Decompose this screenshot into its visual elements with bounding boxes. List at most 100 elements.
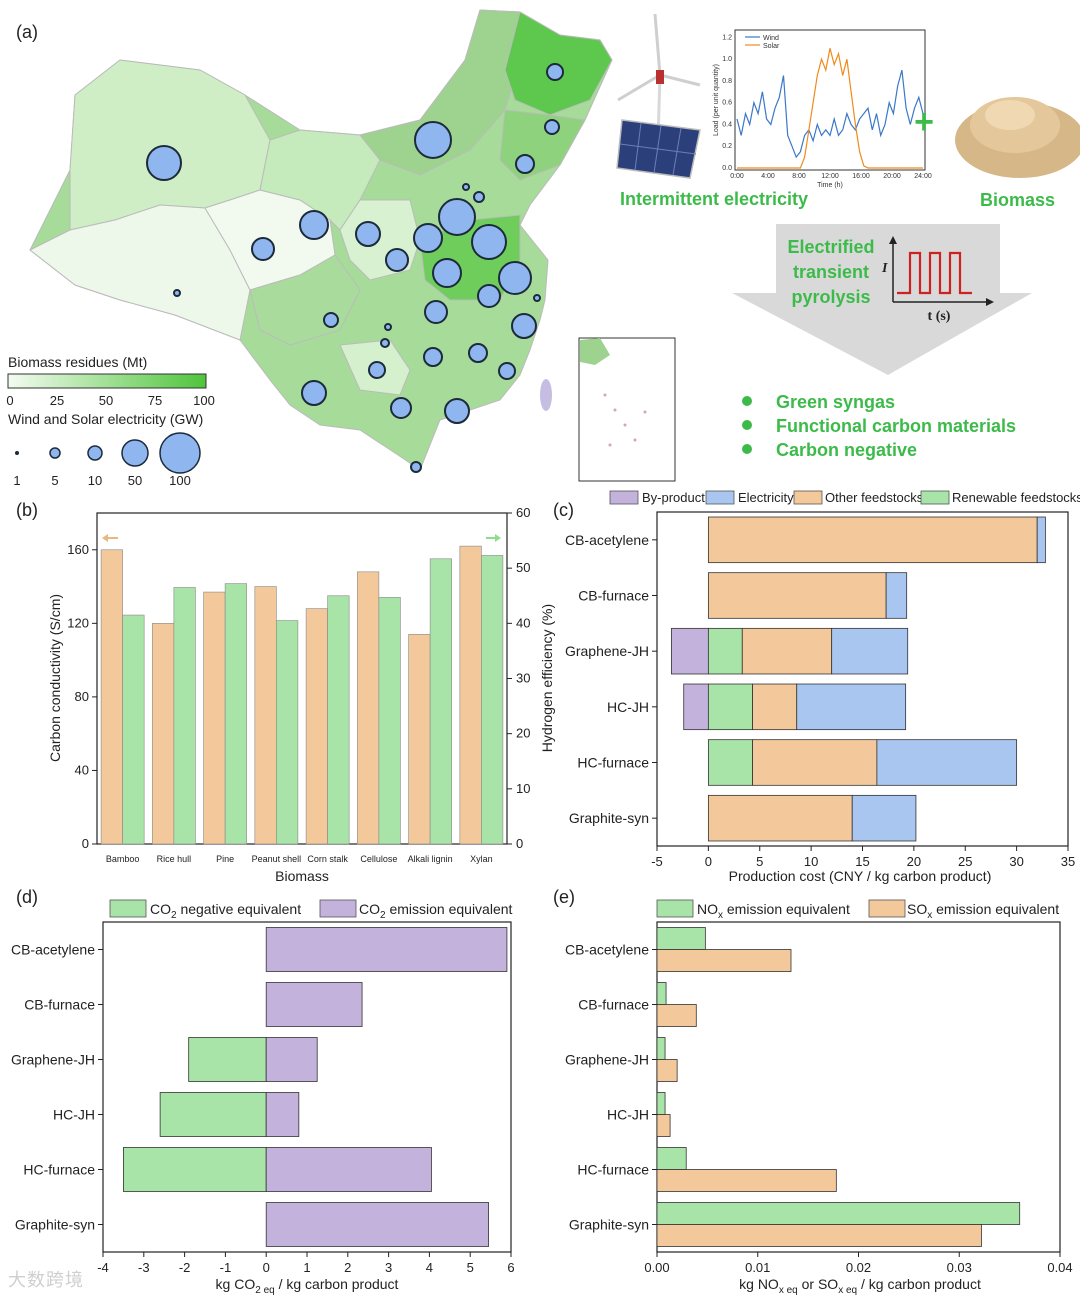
bubble — [390, 397, 412, 419]
chart-c-xtick: 0 — [705, 854, 712, 869]
map-region-gansu — [259, 129, 381, 231]
legend-label: Electricity — [738, 490, 794, 505]
chart-b-y2tick: 20 — [516, 726, 530, 741]
bubble — [301, 380, 327, 406]
load-chart-ytick: 0.4 — [722, 121, 732, 128]
xlabel-text: kg CO — [216, 1276, 256, 1292]
biomass-legend-title: Biomass residues (Mt) — [8, 354, 147, 370]
bubble — [423, 347, 443, 367]
legend-subscript: x — [927, 910, 932, 921]
chart-e-xlabel: kg NOx eq or SOx eq / kg carbon product — [739, 1276, 981, 1296]
bar-hydrogen-efficiency — [122, 614, 145, 845]
chart-b-y2tick: 10 — [516, 781, 530, 796]
bar-carbon-conductivity — [459, 545, 482, 845]
chart-c-xlabel: Production cost (CNY / kg carbon product… — [729, 868, 992, 884]
xlabel-subscript: x eq — [838, 1285, 857, 1296]
bar-segment — [707, 794, 853, 842]
bar-segment — [876, 739, 1018, 786]
chart-b-ytick: 80 — [75, 689, 89, 704]
chart-d-xtick: -4 — [97, 1260, 109, 1275]
chart-e-category: Graphite-syn — [569, 1217, 649, 1233]
outcome-item: Functional carbon materials — [776, 416, 1016, 436]
watermark: 大数跨境 — [8, 1270, 84, 1291]
legend-solar-label: Solar — [763, 43, 780, 50]
chart-c-xtick: 10 — [804, 854, 818, 869]
bar-segment — [1036, 516, 1046, 564]
chart-d-category: Graphene-JH — [11, 1052, 95, 1068]
chart-d-xlabel: kg CO2 eq / kg carbon product — [216, 1276, 399, 1296]
chart-e-xtick: 0.00 — [644, 1260, 669, 1275]
legend-label: By-product — [642, 490, 705, 505]
bar-carbon-conductivity — [152, 623, 175, 845]
chart-d-xtick: 6 — [507, 1260, 514, 1275]
legend-wind-label: Wind — [763, 35, 779, 42]
chart-b-y2tick: 60 — [516, 505, 530, 520]
legend-swatch-sox — [868, 899, 906, 918]
chart-c-category: Graphene-JH — [565, 643, 649, 659]
load-chart-ytick: 1.0 — [722, 56, 732, 63]
chart-c-category: CB-acetylene — [565, 532, 649, 548]
bar-sox — [656, 1224, 982, 1247]
process-label-line2: transient — [793, 262, 869, 282]
chart-d: CB-acetylene CB-furnace Graphene-JH HC-JH HC… — [11, 921, 515, 1296]
xlabel-text: or SO — [798, 1276, 839, 1292]
size-legend-label: 50 — [128, 473, 142, 488]
chart-e-xtick: 0.03 — [947, 1260, 972, 1275]
chart-d-category: CB-furnace — [24, 997, 95, 1013]
chart-b-ytick: 120 — [67, 615, 89, 630]
panel-d-label: (d) — [16, 887, 38, 907]
bubble — [355, 221, 381, 247]
bar-carbon-conductivity — [254, 586, 277, 845]
legend-swatch-other — [793, 490, 823, 505]
bar-carbon-conductivity — [305, 608, 328, 845]
bar-co2-negative — [123, 1147, 267, 1192]
process-arrow — [732, 224, 1032, 375]
legend-swatch-negative — [109, 899, 147, 918]
legend-subscript: 2 — [171, 910, 177, 921]
legend-label-negative: CO2 negative equivalent — [150, 901, 301, 921]
panel-c-label: (c) — [553, 500, 574, 520]
size-legend-circle — [87, 445, 103, 461]
load-chart-ytick: 0.2 — [722, 143, 732, 150]
plus-icon: + — [914, 103, 934, 141]
bar-sox — [656, 1114, 671, 1137]
bar-segment — [851, 794, 917, 842]
bar-nox — [656, 1037, 666, 1060]
bubble — [385, 248, 409, 272]
inset-islands — [603, 393, 647, 447]
load-chart-ytick: 1.2 — [722, 34, 732, 41]
bubble — [546, 63, 564, 81]
legend-label-sox: SOx emission equivalent — [907, 901, 1059, 921]
bubble — [498, 261, 532, 295]
size-legend-label: 5 — [51, 473, 58, 488]
bar-co2-emission — [265, 1092, 300, 1137]
bar-hydrogen-efficiency — [224, 583, 247, 845]
size-legend-circle — [159, 432, 201, 474]
axis-arrow-right-icon — [486, 534, 501, 542]
bubble — [462, 183, 470, 191]
chart-c-xtick: 5 — [756, 854, 763, 869]
panel-a-label: (a) — [16, 22, 38, 42]
chart-b-y2tick: 50 — [516, 560, 530, 575]
chart-c-xtick: 20 — [907, 854, 921, 869]
legend-text: emission equivalent — [932, 901, 1059, 917]
chart-d-xtick: -2 — [179, 1260, 191, 1275]
chart-b-y2label: Hydrogen efficiency (%) — [539, 604, 555, 752]
bar-co2-emission — [265, 982, 363, 1027]
chart-b-xtick: Pine — [216, 854, 234, 864]
bar-hydrogen-efficiency — [327, 595, 350, 845]
outcomes-list: Green syngas Functional carbon materials… — [742, 392, 1016, 460]
load-chart-xtick: 24:00 — [914, 173, 932, 180]
chart-e-xtick: 0.04 — [1047, 1260, 1072, 1275]
load-profile-chart: Load (per unit quantity) Time (h) Wind S… — [713, 29, 932, 189]
bar-segment — [707, 516, 1038, 564]
panel-b-label: (b) — [16, 500, 38, 520]
load-chart-xtick: 16:00 — [852, 173, 870, 180]
solar-panel-icon — [616, 119, 701, 179]
xlabel-text: / kg carbon product — [275, 1276, 399, 1292]
size-legend-label: 1 — [13, 473, 20, 488]
chart-c-category: HC-furnace — [577, 755, 649, 771]
bubble — [299, 210, 329, 240]
size-legend-label: 10 — [88, 473, 102, 488]
chart-c-xtick: 30 — [1009, 854, 1023, 869]
